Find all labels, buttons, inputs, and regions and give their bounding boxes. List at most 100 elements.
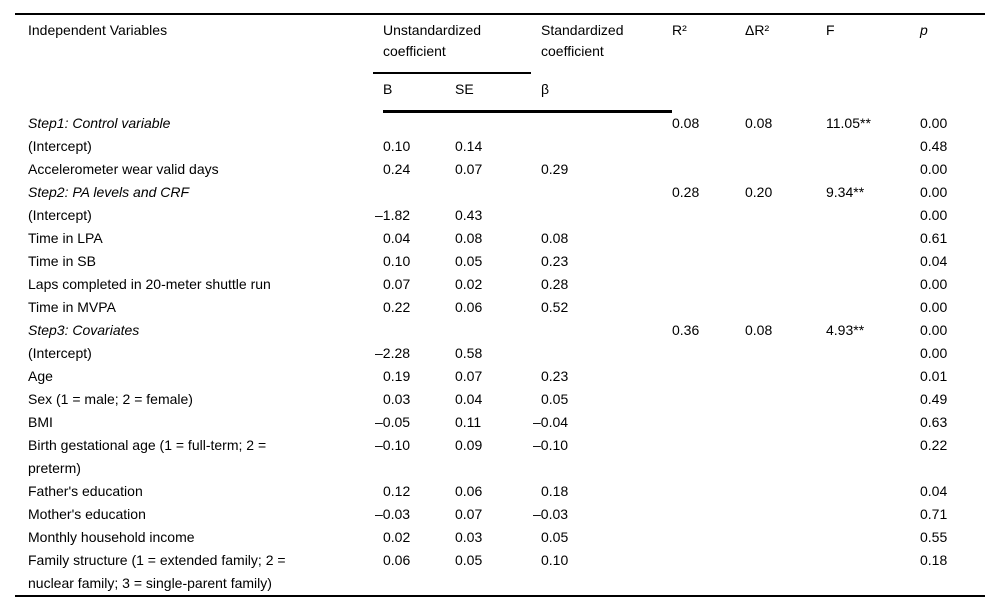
cell-p: 0.00 bbox=[920, 321, 948, 338]
cell-b: 0.07 bbox=[383, 275, 411, 292]
cell-se: 0.07 bbox=[455, 505, 483, 522]
col-header-se: SE bbox=[455, 74, 541, 113]
row-label: Mother's education bbox=[28, 505, 146, 522]
cell-beta: 0.10 bbox=[541, 551, 569, 568]
table-row: Time in MVPA 0.22 0.06 0.52 0.00 bbox=[15, 296, 985, 319]
cell-b: 0.10 bbox=[383, 252, 411, 269]
table-row: (Intercept) –2.28 0.58 0.00 bbox=[15, 342, 985, 365]
cell-f bbox=[826, 411, 920, 434]
cell-f bbox=[826, 342, 920, 365]
table-row: Family structure (1 = extended family; 2… bbox=[15, 549, 985, 596]
cell-dr2 bbox=[745, 135, 826, 158]
cell-se: 0.02 bbox=[455, 275, 483, 292]
row-label: Sex (1 = male; 2 = female) bbox=[28, 390, 193, 407]
cell-se: 0.06 bbox=[455, 298, 483, 315]
cell-f bbox=[826, 296, 920, 319]
cell-p: 0.61 bbox=[920, 229, 948, 246]
cell-se bbox=[455, 112, 541, 135]
cell-dr2 bbox=[745, 480, 826, 503]
cell-b: 0.12 bbox=[383, 482, 411, 499]
col-header-delta-r-squared: ΔR² bbox=[745, 22, 770, 38]
row-label: Family structure (1 = extended family; 2… bbox=[28, 551, 286, 591]
cell-r2 bbox=[672, 388, 745, 411]
cell-p: 0.55 bbox=[920, 528, 948, 545]
cell-p: 0.00 bbox=[920, 275, 948, 292]
cell-beta: 0.23 bbox=[541, 367, 569, 384]
row-label: Time in LPA bbox=[28, 229, 103, 246]
cell-se: 0.05 bbox=[455, 551, 483, 568]
cell-beta: 0.28 bbox=[541, 275, 569, 292]
col-header-unstandardized-coefficient: Unstandardized coefficient bbox=[373, 14, 541, 74]
cell-dr2 bbox=[745, 227, 826, 250]
cell-dr2 bbox=[745, 250, 826, 273]
cell-dr2 bbox=[745, 204, 826, 227]
row-label: Laps completed in 20-meter shuttle run bbox=[28, 275, 271, 292]
table-row: Time in SB 0.10 0.05 0.23 0.04 bbox=[15, 250, 985, 273]
cell-se: 0.14 bbox=[455, 137, 483, 154]
cell-dr2 bbox=[745, 549, 826, 596]
cell-r2 bbox=[672, 526, 745, 549]
cell-beta: 0.05 bbox=[541, 528, 569, 545]
cell-p: 0.48 bbox=[920, 137, 948, 154]
table-row: Birth gestational age (1 = full-term; 2 … bbox=[15, 434, 985, 480]
cell-se: 0.07 bbox=[455, 367, 483, 384]
cell-dr2 bbox=[745, 388, 826, 411]
cell-dr2: 0.20 bbox=[745, 183, 773, 200]
cell-beta: 0.23 bbox=[541, 252, 569, 269]
cell-beta bbox=[541, 135, 672, 158]
table-row: (Intercept) –1.82 0.43 0.00 bbox=[15, 204, 985, 227]
cell-r2: 0.28 bbox=[672, 183, 700, 200]
table-row: BMI –0.05 0.11 –0.04 0.63 bbox=[15, 411, 985, 434]
cell-r2 bbox=[672, 365, 745, 388]
cell-dr2 bbox=[745, 273, 826, 296]
col-header-beta: β bbox=[541, 74, 672, 113]
cell-f bbox=[826, 480, 920, 503]
cell-beta bbox=[541, 112, 672, 135]
cell-b: 0.02 bbox=[383, 528, 411, 545]
cell-beta bbox=[541, 319, 672, 342]
regression-table: Independent Variables Unstandardized coe… bbox=[15, 13, 985, 597]
cell-se: 0.08 bbox=[455, 229, 483, 246]
cell-dr2 bbox=[745, 526, 826, 549]
cell-beta: 0.18 bbox=[541, 482, 569, 499]
row-label: (Intercept) bbox=[28, 344, 92, 361]
row-label: Age bbox=[28, 367, 53, 384]
row-label: Step1: Control variable bbox=[28, 114, 171, 131]
cell-p: 0.04 bbox=[920, 252, 948, 269]
cell-r2 bbox=[672, 158, 745, 181]
cell-r2 bbox=[672, 135, 745, 158]
row-label: Step3: Covariates bbox=[28, 321, 140, 338]
table-row: Monthly household income 0.02 0.03 0.05 0.55 bbox=[15, 526, 985, 549]
cell-p: 0.00 bbox=[920, 114, 948, 131]
cell-se: 0.05 bbox=[455, 252, 483, 269]
col-header-b: B bbox=[383, 74, 455, 113]
cell-r2 bbox=[672, 503, 745, 526]
row-label: Monthly household income bbox=[28, 528, 195, 545]
cell-b: –0.05 bbox=[375, 413, 411, 430]
table-row: Laps completed in 20-meter shuttle run 0.… bbox=[15, 273, 985, 296]
table-body: Step1: Control variable 0.08 0.08 11.05** 0.… bbox=[15, 112, 985, 596]
cell-b: –2.28 bbox=[375, 344, 411, 361]
cell-f bbox=[826, 549, 920, 596]
cell-dr2 bbox=[745, 296, 826, 319]
cell-b: 0.24 bbox=[383, 160, 411, 177]
cell-b: –1.82 bbox=[375, 206, 411, 223]
cell-r2 bbox=[672, 480, 745, 503]
cell-se bbox=[455, 181, 541, 204]
cell-r2 bbox=[672, 296, 745, 319]
cell-se: 0.09 bbox=[455, 436, 483, 453]
row-label: Accelerometer wear valid days bbox=[28, 160, 219, 177]
cell-b: –0.10 bbox=[375, 436, 411, 453]
cell-f bbox=[826, 388, 920, 411]
cell-f bbox=[826, 273, 920, 296]
table-row: Step3: Covariates 0.36 0.08 4.93** 0.00 bbox=[15, 319, 985, 342]
cell-beta: –0.10 bbox=[533, 436, 569, 453]
cell-se: 0.03 bbox=[455, 528, 483, 545]
cell-f: 9.34** bbox=[826, 183, 865, 200]
cell-b: 0.19 bbox=[383, 367, 411, 384]
cell-dr2 bbox=[745, 434, 826, 480]
row-label: (Intercept) bbox=[28, 206, 92, 223]
cell-r2 bbox=[672, 273, 745, 296]
cell-b: 0.04 bbox=[383, 229, 411, 246]
cell-r2 bbox=[672, 342, 745, 365]
